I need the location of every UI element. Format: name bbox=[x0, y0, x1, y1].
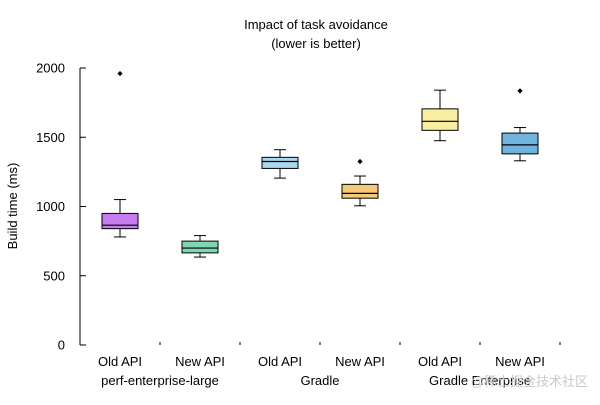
y-tick-label: 1000 bbox=[36, 199, 65, 214]
category-label: New API bbox=[335, 354, 385, 369]
outlier-point bbox=[357, 158, 363, 165]
box-5 bbox=[421, 89, 459, 142]
box-iqr bbox=[421, 108, 459, 131]
box-2 bbox=[181, 235, 219, 258]
box-iqr bbox=[341, 183, 379, 199]
group-label: perf-enterprise-large bbox=[101, 373, 219, 388]
chart-title: Impact of task avoidance bbox=[244, 17, 388, 32]
y-tick-label: 1500 bbox=[36, 130, 65, 145]
outlier-point bbox=[117, 70, 123, 77]
category-label: New API bbox=[175, 354, 225, 369]
box-iqr bbox=[101, 212, 139, 230]
box-3 bbox=[261, 149, 299, 179]
category-label: Old API bbox=[258, 354, 302, 369]
box-6 bbox=[501, 88, 539, 162]
box-1 bbox=[101, 70, 139, 238]
y-tick-label: 0 bbox=[58, 338, 65, 353]
y-tick-label: 2000 bbox=[36, 61, 65, 76]
category-label: Old API bbox=[418, 354, 462, 369]
category-label: New API bbox=[495, 354, 545, 369]
box-4 bbox=[341, 158, 379, 207]
box-iqr bbox=[501, 132, 539, 155]
box-iqr bbox=[181, 240, 219, 254]
y-axis-label: Build time (ms) bbox=[5, 163, 20, 250]
boxes bbox=[101, 70, 539, 258]
category-label: Old API bbox=[98, 354, 142, 369]
group-label: Gradle Enterprise bbox=[429, 373, 531, 388]
outlier-point bbox=[517, 88, 523, 94]
watermark-text: @稀土掘金技术社区 bbox=[471, 374, 588, 389]
chart-subtitle: (lower is better) bbox=[271, 36, 361, 51]
group-label: Gradle bbox=[300, 373, 339, 388]
axes: 0 500 1000 1500 2000 bbox=[36, 61, 561, 353]
box-iqr bbox=[261, 156, 299, 169]
y-tick-label: 500 bbox=[43, 268, 65, 283]
category-labels: Old API New API Old API New API Old API New A… bbox=[98, 354, 545, 388]
